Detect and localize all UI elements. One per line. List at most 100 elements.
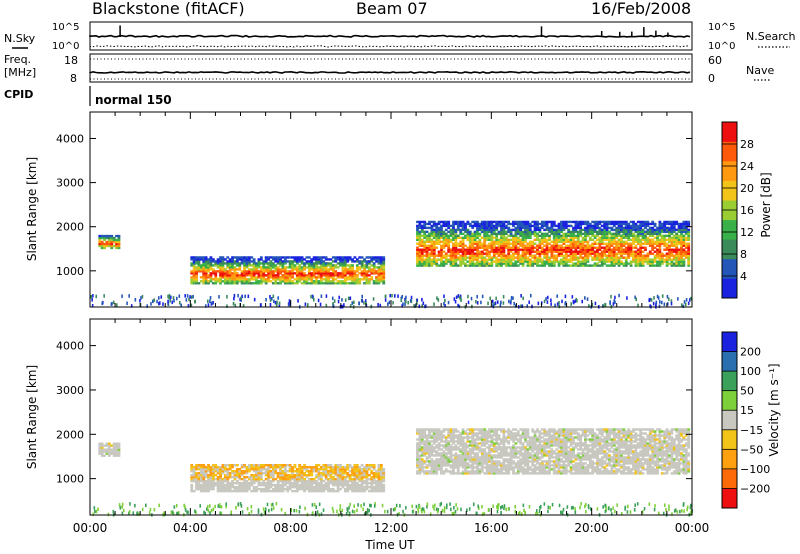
echo-cell bbox=[440, 432, 443, 435]
echo-cell bbox=[596, 232, 599, 236]
echo-cell bbox=[343, 274, 347, 277]
echo-cell bbox=[312, 467, 316, 471]
echo-cell bbox=[684, 302, 687, 307]
echo-cell bbox=[507, 242, 511, 245]
echo-cell bbox=[593, 222, 597, 226]
echo-cell bbox=[608, 250, 611, 253]
echo-cell bbox=[293, 258, 297, 261]
echo-cell bbox=[651, 222, 655, 226]
echo-cell bbox=[536, 248, 539, 251]
echo-cell bbox=[514, 234, 518, 238]
echo-cell bbox=[379, 262, 383, 265]
echo-cell bbox=[485, 220, 489, 224]
echo-cell bbox=[677, 258, 681, 261]
echo-cell bbox=[443, 302, 445, 306]
echo-cell bbox=[682, 264, 686, 267]
echo-cell bbox=[339, 487, 342, 491]
echo-cell bbox=[687, 258, 691, 261]
echo-cell bbox=[476, 224, 479, 228]
echo-cell bbox=[377, 473, 381, 477]
echo-cell bbox=[456, 436, 460, 439]
echo-cell bbox=[507, 226, 511, 230]
echo-cell bbox=[214, 477, 218, 481]
echo-cell bbox=[100, 244, 104, 248]
echo-cell bbox=[461, 430, 465, 433]
echo-cell bbox=[276, 471, 280, 475]
echo-cell bbox=[167, 294, 169, 299]
echo-cell bbox=[430, 250, 434, 253]
cpid-value: normal 150 bbox=[95, 93, 172, 107]
echo-cell bbox=[418, 238, 422, 242]
echo-cell bbox=[295, 280, 299, 283]
echo-cell bbox=[572, 232, 575, 236]
echo-cell bbox=[423, 240, 427, 243]
echo-cell bbox=[250, 481, 254, 485]
echo-cell bbox=[677, 230, 681, 234]
echo-cell bbox=[537, 301, 540, 306]
echo-cell bbox=[312, 264, 316, 267]
echo-cell bbox=[375, 270, 378, 273]
echo-cell bbox=[91, 298, 93, 302]
echo-cell bbox=[382, 477, 386, 481]
echo-cell bbox=[276, 266, 280, 269]
freq-trace bbox=[89, 58, 692, 80]
echo-cell bbox=[430, 264, 434, 267]
echo-cell bbox=[295, 274, 299, 277]
echo-cell bbox=[593, 236, 597, 240]
echo-cell bbox=[454, 464, 458, 467]
echo-cell bbox=[608, 236, 611, 240]
echo-cell bbox=[545, 228, 549, 232]
echo-cell bbox=[307, 483, 311, 487]
echo-cell bbox=[367, 268, 371, 271]
echo-cell bbox=[600, 264, 604, 267]
echo-cell bbox=[435, 464, 439, 467]
echo-cell bbox=[192, 467, 196, 471]
echo-cell bbox=[423, 472, 427, 475]
echo-cell bbox=[370, 485, 374, 489]
echo-cell bbox=[658, 244, 662, 247]
echo-cell bbox=[267, 481, 270, 485]
echo-cell bbox=[423, 224, 427, 228]
echo-cell bbox=[303, 471, 306, 475]
echo-cell bbox=[353, 280, 357, 283]
echo-cell bbox=[437, 452, 441, 455]
echo-cell bbox=[262, 268, 266, 271]
echo-cell bbox=[442, 460, 446, 463]
echo-cell bbox=[524, 236, 527, 240]
echo-cell bbox=[464, 224, 467, 228]
echo-cell bbox=[490, 258, 494, 261]
colorbar-swatch bbox=[722, 122, 737, 142]
echo-cell bbox=[219, 262, 222, 265]
echo-cell bbox=[471, 440, 475, 443]
echo-cell bbox=[552, 250, 556, 253]
echo-cell bbox=[243, 282, 246, 285]
echo-cell bbox=[651, 232, 655, 236]
echo-cell bbox=[540, 260, 544, 263]
echo-cell bbox=[675, 236, 679, 240]
echo-cell bbox=[466, 252, 470, 255]
echo-cell bbox=[502, 248, 506, 251]
echo-cell bbox=[211, 483, 215, 487]
echo-cell bbox=[550, 250, 554, 253]
echo-cell bbox=[343, 483, 347, 487]
echo-cell bbox=[471, 442, 475, 445]
echo-cell bbox=[223, 466, 227, 469]
echo-cell bbox=[310, 278, 314, 281]
echo-cell bbox=[588, 228, 592, 232]
echo-cell bbox=[293, 479, 297, 483]
echo-cell bbox=[418, 250, 422, 253]
echo-cell bbox=[637, 303, 639, 308]
echo-cell bbox=[461, 244, 465, 247]
echo-cell bbox=[473, 230, 477, 234]
echo-cell bbox=[107, 242, 111, 246]
echo-cell bbox=[430, 460, 434, 463]
echo-cell bbox=[336, 256, 340, 259]
echo-cell bbox=[598, 256, 602, 259]
echo-cell bbox=[319, 262, 323, 265]
echo-cell bbox=[341, 479, 345, 483]
echo-cell bbox=[192, 272, 196, 275]
echo-cell bbox=[497, 232, 501, 236]
echo-cell bbox=[353, 483, 357, 487]
echo-cell bbox=[658, 304, 661, 309]
echo-cell bbox=[317, 298, 320, 303]
